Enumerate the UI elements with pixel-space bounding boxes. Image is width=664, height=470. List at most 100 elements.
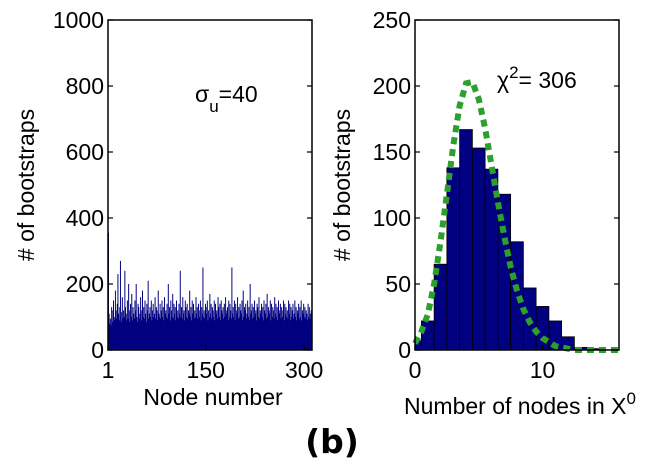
left-bar (257, 307, 259, 350)
left-bar (231, 267, 233, 350)
left-bar (117, 274, 119, 350)
left-bar (215, 313, 217, 350)
left-y-tick-label: 600 (66, 139, 104, 165)
left-bar (244, 307, 245, 350)
left-bar (284, 313, 286, 350)
left-bar (249, 284, 251, 350)
left-bar (309, 318, 311, 350)
left-bar (299, 307, 301, 350)
left-bar (125, 307, 126, 350)
left-bar (255, 310, 257, 350)
left-bar (182, 297, 184, 350)
left-x-tick-label: 1 (102, 357, 115, 383)
left-bar (307, 303, 309, 350)
right-y-ticks: 0 50 100 150 200 250 (373, 7, 619, 363)
left-bar (212, 310, 214, 350)
left-bar (180, 317, 182, 350)
left-bar (286, 317, 288, 350)
left-bar (130, 303, 132, 350)
left-bar (243, 317, 245, 350)
right-bar (471, 147, 486, 351)
left-bar (220, 300, 222, 350)
left-bar (265, 303, 267, 350)
left-bar (205, 307, 207, 350)
left-bar (218, 307, 220, 350)
panel-label: (b) (305, 422, 359, 461)
left-bar (136, 317, 138, 350)
left-bar (293, 318, 295, 350)
left-bar (251, 303, 253, 350)
left-bar (129, 321, 131, 350)
left-bar (123, 317, 125, 350)
left-y-tick-label: 800 (66, 73, 104, 99)
left-bar (127, 318, 129, 350)
left-bar (303, 317, 305, 350)
left-bar (126, 313, 128, 350)
left-bar (288, 313, 290, 350)
left-bar (155, 318, 157, 350)
left-bar (240, 310, 242, 350)
left-bar (140, 297, 142, 350)
left-bar (218, 317, 220, 350)
left-bar (208, 317, 210, 350)
right-plot-frame (414, 19, 620, 351)
left-bar (245, 318, 247, 350)
left-bar (150, 300, 152, 350)
left-bar (184, 300, 186, 350)
left-bar (150, 317, 152, 350)
left-bar (118, 313, 120, 350)
left-bar (193, 318, 195, 350)
left-bar (286, 310, 288, 350)
left-bar (203, 317, 205, 350)
left-bar (170, 310, 172, 350)
left-bar (133, 313, 135, 350)
right-x-tick-label: 10 (530, 357, 556, 383)
left-bar (232, 313, 234, 350)
left-bar (262, 307, 264, 350)
left-bar (149, 307, 151, 350)
left-bar (267, 317, 269, 350)
left-bar (118, 320, 120, 350)
left-bar (294, 300, 296, 350)
left-bar (306, 320, 308, 350)
left-bar (223, 303, 225, 350)
left-bar (182, 313, 184, 350)
right-bars (414, 129, 601, 351)
left-bar (166, 303, 168, 350)
left-bar (114, 317, 116, 350)
fit-curve (412, 78, 619, 353)
left-bar (216, 310, 218, 350)
left-bar (228, 317, 230, 350)
left-bar (191, 320, 193, 350)
left-bar (176, 300, 177, 350)
left-bar (196, 307, 198, 350)
left-bar (168, 313, 170, 350)
left-bar (220, 320, 222, 350)
left-bar (135, 284, 137, 350)
left-bar (110, 325, 112, 350)
left-bar (273, 318, 275, 350)
left-bar (174, 307, 176, 350)
left-bar (147, 280, 149, 350)
left-bar (230, 318, 232, 350)
left-bar (221, 313, 223, 350)
left-bar (213, 300, 215, 350)
left-bar (216, 318, 218, 350)
left-bar (261, 303, 262, 350)
left-bar (141, 320, 143, 350)
left-bar (187, 310, 189, 350)
left-bar (157, 320, 159, 350)
left-bar (235, 310, 237, 350)
left-bar (156, 310, 158, 350)
left-bar (298, 303, 300, 350)
left-bar (167, 318, 169, 350)
left-bar (279, 303, 281, 350)
left-bar (293, 313, 295, 350)
left-y-tick-label: 0 (91, 337, 104, 363)
left-bar (283, 320, 285, 350)
left-x-tick-label: 150 (187, 357, 225, 383)
left-bar (159, 303, 161, 350)
left-bar (247, 317, 249, 350)
left-bar (176, 317, 178, 350)
